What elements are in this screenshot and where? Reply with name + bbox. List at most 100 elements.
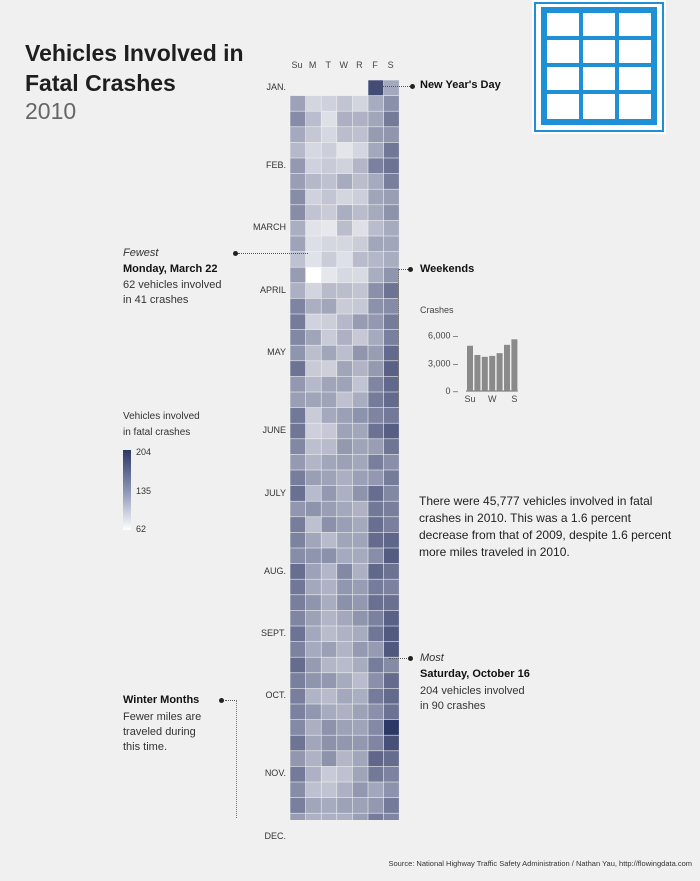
month-label-5: JUNE [262, 425, 286, 436]
heatmap-cell [368, 813, 384, 820]
heatmap-cell [352, 719, 368, 735]
legend-mid: 135 [136, 486, 152, 496]
winter-detail-1: Fewer miles are [123, 711, 202, 723]
heatmap-cell [337, 704, 353, 720]
mini-chart-xtick: S [511, 394, 517, 404]
heatmap-cell [305, 641, 321, 657]
heatmap-cell [352, 563, 368, 579]
heatmap-cell [368, 532, 384, 548]
heatmap-cell [368, 626, 384, 642]
heatmap-cell [368, 610, 384, 626]
grid-table-icon[interactable] [532, 0, 666, 134]
heatmap-cell [290, 283, 306, 299]
heatmap-cell [368, 127, 384, 143]
heatmap-cell [352, 392, 368, 408]
heatmap-cell [352, 439, 368, 455]
heatmap-cell [290, 610, 306, 626]
heatmap-cell [337, 657, 353, 673]
heatmap-cell [368, 719, 384, 735]
heatmap-cell [321, 470, 337, 486]
heatmap-cell [290, 517, 306, 533]
heatmap-cell [337, 95, 353, 111]
heatmap-cell [368, 641, 384, 657]
chart-title: Vehicles Involved in Fatal Crashes [25, 40, 244, 96]
heatmap-cell [290, 813, 306, 820]
heatmap-cell [290, 751, 306, 767]
heatmap-cell [383, 361, 399, 377]
heatmap-cell [337, 127, 353, 143]
heatmap-cell [383, 95, 399, 111]
fewest-date: Monday, March 22 [123, 263, 218, 275]
heatmap-cell [290, 735, 306, 751]
heatmap-cell [368, 111, 384, 127]
fewest-dot [233, 251, 238, 256]
heatmap-cell [383, 735, 399, 751]
source-credit: Source: National Highway Traffic Safety … [388, 859, 693, 868]
heatmap-cell [337, 641, 353, 657]
legend-color-scale [123, 450, 131, 530]
heatmap-cell [368, 688, 384, 704]
day-header-s: S [387, 60, 394, 70]
heatmap-cell [368, 329, 384, 345]
heatmap-cell [337, 111, 353, 127]
month-label-3: APRIL [259, 284, 286, 295]
heatmap-cell [383, 329, 399, 345]
heatmap-cell [290, 189, 306, 205]
summary-text: There were 45,777 vehicles involved in f… [419, 494, 672, 559]
most-dot [408, 656, 413, 661]
new-years-label: New Year's Day [420, 79, 501, 91]
heatmap-cell [383, 283, 399, 299]
heatmap-cell [321, 485, 337, 501]
heatmap-cell [337, 283, 353, 299]
heatmap-cell [321, 766, 337, 782]
heatmap-cell [368, 517, 384, 533]
most-leader [389, 658, 409, 659]
most-detail-1: 204 vehicles involved [420, 685, 525, 697]
heatmap-cell [305, 205, 321, 221]
mini-chart-bar [489, 355, 496, 391]
heatmap-cell [290, 470, 306, 486]
heatmap-cell [305, 423, 321, 439]
heatmap-cell [337, 329, 353, 345]
heatmap-cell [352, 173, 368, 189]
heatmap-cell [290, 236, 306, 252]
heatmap-cell [352, 517, 368, 533]
heatmap-cell [352, 236, 368, 252]
heatmap-cell [383, 205, 399, 221]
heatmap-cell [383, 298, 399, 314]
weekends-label: Weekends [420, 263, 475, 275]
heatmap-cell [352, 797, 368, 813]
winter-detail-2: traveled during [123, 726, 196, 738]
heatmap-cell [321, 220, 337, 236]
heatmap-cell [337, 189, 353, 205]
heatmap-cell [321, 532, 337, 548]
heatmap-cell [305, 236, 321, 252]
heatmap-cell [352, 205, 368, 221]
heatmap-cell [352, 127, 368, 143]
heatmap-cell [337, 673, 353, 689]
legend-max: 204 [136, 447, 152, 457]
mini-chart-ylabel: Crashes [420, 305, 454, 315]
fewest-detail-2: in 41 crashes [123, 294, 189, 306]
mini-chart-bar [481, 356, 488, 391]
heatmap-cell [305, 314, 321, 330]
heatmap-cell [305, 688, 321, 704]
heatmap-cell [337, 563, 353, 579]
heatmap-cell [305, 392, 321, 408]
heatmap-cell [305, 782, 321, 798]
heatmap-cell [321, 517, 337, 533]
heatmap-cell [305, 813, 321, 820]
heatmap-cell [290, 95, 306, 111]
heatmap-cell [337, 314, 353, 330]
month-label-4: MAY [267, 347, 286, 358]
chart-subtitle: 2010 [25, 98, 77, 124]
heatmap-cell [337, 501, 353, 517]
month-label-1: FEB. [265, 160, 286, 170]
heatmap-cell [337, 236, 353, 252]
legend-title-1: Vehicles involved [123, 411, 200, 422]
mini-chart-bar [474, 355, 481, 391]
heatmap-cell [368, 407, 384, 423]
heatmap-cell [290, 111, 306, 127]
heatmap-cell [337, 205, 353, 221]
heatmap-cell [368, 95, 384, 111]
